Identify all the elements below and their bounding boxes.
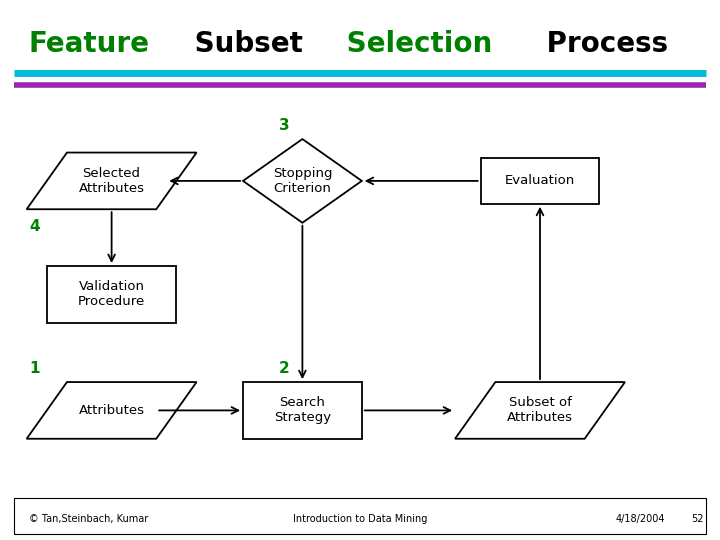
Text: Attributes: Attributes <box>78 404 145 417</box>
Text: Subset of
Attributes: Subset of Attributes <box>507 396 573 424</box>
Text: 4: 4 <box>29 219 40 234</box>
Text: 2: 2 <box>279 361 289 376</box>
Text: Introduction to Data Mining: Introduction to Data Mining <box>293 515 427 524</box>
Text: © Tan,Steinbach, Kumar: © Tan,Steinbach, Kumar <box>29 515 148 524</box>
Text: 3: 3 <box>279 118 289 132</box>
Bar <box>481 158 599 204</box>
Text: Selected
Attributes: Selected Attributes <box>78 167 145 195</box>
Text: 52: 52 <box>691 515 703 524</box>
Bar <box>47 266 176 322</box>
Text: Search
Strategy: Search Strategy <box>274 396 331 424</box>
Text: Subset: Subset <box>185 30 303 58</box>
Text: 4/18/2004: 4/18/2004 <box>616 515 665 524</box>
Text: Validation
Procedure: Validation Procedure <box>78 280 145 308</box>
Text: Selection: Selection <box>337 30 492 58</box>
Text: Stopping
Criterion: Stopping Criterion <box>273 167 332 195</box>
Text: Feature: Feature <box>29 30 150 58</box>
Text: Evaluation: Evaluation <box>505 174 575 187</box>
Text: Process: Process <box>537 30 668 58</box>
Text: 1: 1 <box>29 361 40 376</box>
Bar <box>14 498 706 534</box>
Bar <box>243 382 361 438</box>
